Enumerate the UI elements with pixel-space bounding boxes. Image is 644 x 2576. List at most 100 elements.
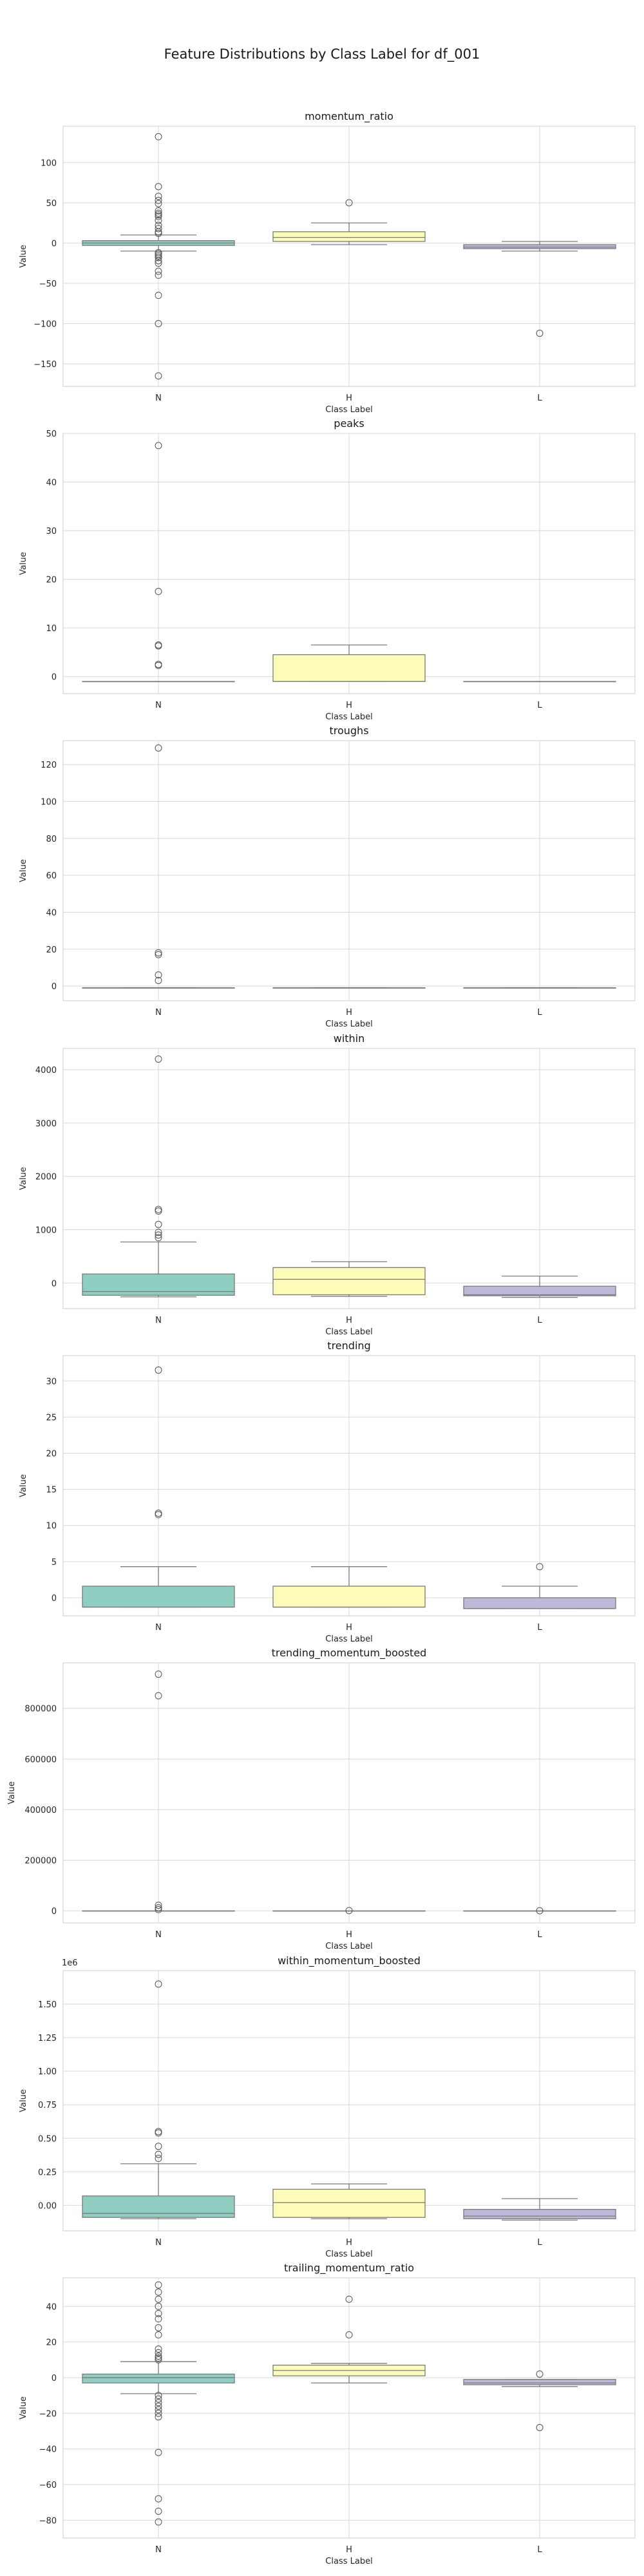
box-N (82, 2281, 235, 2526)
outlier-point (155, 292, 162, 299)
x-axis-label: Class Label (325, 1019, 372, 1029)
subplot-title: within_momentum_boosted (278, 1955, 421, 1967)
outlier-point (155, 1056, 162, 1063)
box-N (82, 744, 235, 989)
x-tick-label: H (346, 2238, 352, 2248)
y-tick-label: 1.50 (38, 2000, 57, 2010)
y-tick-label: 120 (41, 761, 57, 770)
y-tick-label: 800000 (24, 1705, 57, 1714)
outlier-point (155, 2507, 162, 2515)
outlier-point (155, 254, 162, 261)
outlier-point (155, 976, 162, 984)
box-iqr (463, 1285, 616, 1296)
box-L (463, 987, 616, 989)
y-axis-label: Value (19, 245, 28, 268)
outlier-point (155, 183, 162, 191)
y-axis-label: Value (19, 2089, 28, 2112)
outlier-point (155, 2356, 162, 2363)
subplot-title: troughs (329, 724, 368, 737)
outlier-point (536, 2423, 544, 2431)
outlier-point (155, 260, 162, 267)
y-tick-label: 2000 (35, 1173, 57, 1182)
y-tick-label: 200000 (24, 1857, 57, 1866)
outlier-point (155, 213, 162, 220)
outlier-point (155, 1220, 162, 1228)
outlier-point (155, 207, 162, 214)
x-tick-label: L (537, 1316, 542, 1325)
box-iqr (272, 2188, 426, 2218)
outlier-point (155, 587, 162, 595)
box-H (272, 2183, 426, 2219)
y-tick-label: 0 (52, 1594, 57, 1604)
y-tick-label: 50 (46, 430, 57, 439)
outlier-point (155, 225, 162, 232)
y-tick-label: 15 (46, 1486, 57, 1495)
outlier-point (155, 2288, 162, 2296)
outlier-point (155, 1208, 162, 1215)
y-tick-label: −80 (39, 2516, 57, 2526)
x-tick-label: N (155, 2238, 162, 2248)
outlier-point (155, 2402, 162, 2410)
outlier-point (155, 2495, 162, 2503)
x-axis-label: Class Label (325, 1327, 372, 1337)
outlier-point (155, 2406, 162, 2414)
box-L (463, 681, 616, 683)
x-tick-label: L (537, 2545, 542, 2555)
y-tick-label: 1.25 (38, 2034, 57, 2043)
outlier-point (155, 2129, 162, 2137)
subplot-within-momentum-boosted: 0.00 0.25 0.50 0.75 1.00 1.25 1.50 N H L 1e6 within… (19, 1955, 636, 2259)
y-tick-label: 4000 (35, 1066, 57, 1075)
box-H (272, 1907, 426, 1915)
y-tick-label: 0 (52, 1279, 57, 1289)
y-axis-label: Value (19, 2396, 28, 2420)
y-tick-label: 30 (46, 1377, 57, 1387)
outlier-point (155, 209, 162, 217)
y-tick-label: 20 (46, 945, 57, 955)
outlier-point (155, 2392, 162, 2400)
outlier-point (155, 1671, 162, 1678)
x-axis-label: Class Label (325, 405, 372, 415)
outlier-point (155, 133, 162, 140)
y-tick-label: 1000 (35, 1226, 57, 1235)
box-iqr (272, 1586, 426, 1608)
outlier-point (536, 1907, 544, 1915)
figure-title: Feature Distributions by Class Label for… (164, 46, 480, 62)
y-tick-label: 50 (46, 199, 57, 209)
box-N (82, 442, 235, 683)
outlier-point (155, 2309, 162, 2317)
outlier-point (155, 1231, 162, 1239)
outlier-point (155, 228, 162, 236)
y-tick-label: 0 (52, 1907, 57, 1917)
x-tick-label: H (346, 2545, 352, 2555)
y-tick-label: 0 (52, 982, 57, 992)
outlier-point (155, 2349, 162, 2356)
outlier-point (155, 2315, 162, 2323)
outlier-point (536, 2370, 544, 2378)
outlier-point (155, 2324, 162, 2331)
box-iqr (82, 2195, 235, 2218)
outlier-point (155, 971, 162, 979)
outlier-point (155, 951, 162, 958)
y-axis-label: Value (19, 552, 28, 575)
outlier-point (345, 2331, 353, 2339)
y-tick-label: −60 (39, 2481, 57, 2490)
y-tick-label: 0.50 (38, 2134, 57, 2144)
outlier-point (155, 949, 162, 957)
x-tick-label: L (537, 1930, 542, 1940)
box-N (82, 1056, 235, 1298)
subplot-trailing-momentum-ratio: −80 −60 −40 −20 0 20 40 N H Ltrailing_momentum_ra… (19, 2262, 636, 2566)
y-tick-label: 40 (46, 908, 57, 918)
outlier-point (155, 252, 162, 260)
x-tick-label: H (346, 1008, 352, 1018)
box-iqr (463, 2379, 616, 2385)
subplot-title: trailing_momentum_ratio (284, 2262, 414, 2275)
x-tick-label: N (155, 1316, 162, 1325)
outlier-point (155, 2448, 162, 2456)
x-axis-label: Class Label (325, 2249, 372, 2259)
outlier-point (155, 2354, 162, 2362)
outlier-point (155, 1511, 162, 1519)
x-tick-label: H (346, 1316, 352, 1325)
outlier-point (155, 372, 162, 380)
